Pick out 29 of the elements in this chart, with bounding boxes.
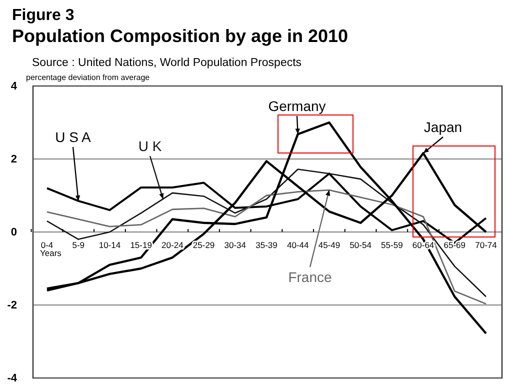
x-tick-label: 20-24 xyxy=(162,240,184,250)
text: U K xyxy=(138,138,162,154)
text: France xyxy=(288,269,332,285)
y-tick-label: -4 xyxy=(7,372,18,385)
x-tick-label: 30-34 xyxy=(224,240,246,250)
source-note: Source : United Nations, World Population Prospects xyxy=(32,57,302,69)
y-tick-label: 2 xyxy=(10,154,17,166)
x-tick-label: 0-4 xyxy=(40,240,54,250)
x-tick-label: 70-74 xyxy=(475,240,498,250)
x-tick-label: 15-19 xyxy=(130,240,152,250)
x-tick-label: 10-14 xyxy=(98,240,121,250)
chart-title: Figure 3 xyxy=(12,7,74,24)
y-tick-label: 4 xyxy=(10,80,18,93)
x-tick-label: 65-69 xyxy=(444,240,466,250)
annotation: Years xyxy=(40,248,62,258)
series-label: Japan xyxy=(424,119,462,135)
x-tick-label: 55-59 xyxy=(381,240,404,250)
y-tick-label: 0 xyxy=(10,226,17,239)
x-tick-label: 25-29 xyxy=(192,240,215,250)
text: U S A xyxy=(55,129,92,145)
x-tick-label: 40-44 xyxy=(286,240,309,250)
x-tick-label: 5-9 xyxy=(72,240,85,250)
x-tick-label: 45-49 xyxy=(318,240,340,250)
series-label: Germany xyxy=(268,98,326,114)
x-tick-label: 50-54 xyxy=(350,240,372,250)
chart-subtitle: Population Composition by age in 2010 xyxy=(12,26,348,46)
y-axis-title: percentage deviation from average xyxy=(26,73,150,82)
y-tick-label: -2 xyxy=(7,300,17,312)
x-tick-label: 35-39 xyxy=(256,240,278,250)
